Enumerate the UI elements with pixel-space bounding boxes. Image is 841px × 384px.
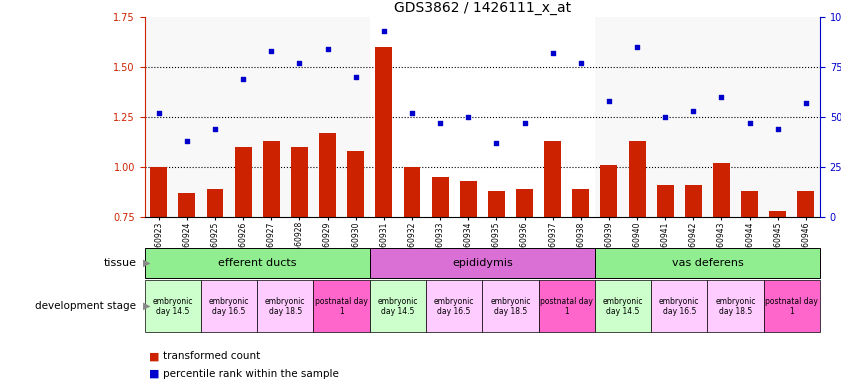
Bar (151, 167, 167, 367)
Point (293, 60, 306, 66)
Bar (431, 177, 448, 367)
Point (236, 76, 250, 82)
Bar (145, 17, 370, 217)
Bar (404, 167, 420, 367)
Text: embryonic
day 18.5: embryonic day 18.5 (490, 296, 531, 316)
Text: postnatal day
1: postnatal day 1 (540, 296, 593, 316)
FancyBboxPatch shape (707, 280, 764, 332)
FancyBboxPatch shape (370, 280, 426, 332)
Bar (741, 191, 758, 367)
Text: embryonic
day 14.5: embryonic day 14.5 (603, 296, 643, 316)
Text: embryonic
day 18.5: embryonic day 18.5 (716, 296, 756, 316)
Bar (573, 189, 590, 367)
Bar (657, 185, 674, 367)
FancyBboxPatch shape (314, 280, 370, 332)
Point (405, 110, 419, 116)
Point (180, 138, 193, 144)
FancyBboxPatch shape (764, 280, 820, 332)
FancyBboxPatch shape (145, 248, 370, 278)
Point (320, 46, 334, 52)
Bar (770, 211, 786, 367)
Bar (516, 189, 533, 367)
Point (265, 48, 278, 54)
Point (743, 120, 756, 126)
FancyBboxPatch shape (426, 280, 482, 332)
Point (659, 114, 672, 120)
Point (377, 28, 390, 34)
Bar (460, 181, 477, 367)
Point (546, 50, 559, 56)
Text: ▶: ▶ (143, 301, 151, 311)
Bar (235, 147, 251, 367)
Text: embryonic
day 14.5: embryonic day 14.5 (378, 296, 418, 316)
Bar (370, 17, 595, 217)
Bar (797, 191, 814, 367)
Point (715, 94, 728, 100)
Point (686, 108, 700, 114)
FancyBboxPatch shape (482, 280, 538, 332)
Bar (628, 141, 646, 367)
Point (602, 98, 616, 104)
FancyBboxPatch shape (595, 280, 651, 332)
Point (209, 126, 222, 132)
FancyBboxPatch shape (595, 248, 820, 278)
Text: embryonic
day 16.5: embryonic day 16.5 (659, 296, 700, 316)
Point (462, 114, 475, 120)
Point (771, 126, 785, 132)
Point (518, 120, 532, 126)
Text: percentile rank within the sample: percentile rank within the sample (163, 369, 339, 379)
Bar (600, 165, 617, 367)
Bar (713, 163, 730, 367)
FancyBboxPatch shape (370, 248, 595, 278)
Bar (178, 193, 195, 367)
FancyBboxPatch shape (538, 280, 595, 332)
Point (799, 100, 812, 106)
Text: embryonic
day 16.5: embryonic day 16.5 (434, 296, 474, 316)
Bar (291, 147, 308, 367)
Text: ▶: ▶ (143, 258, 151, 268)
FancyBboxPatch shape (257, 280, 314, 332)
Text: embryonic
day 16.5: embryonic day 16.5 (209, 296, 249, 316)
Text: ■: ■ (149, 369, 159, 379)
Point (433, 120, 447, 126)
Point (489, 140, 503, 146)
Bar (488, 191, 505, 367)
Point (349, 74, 362, 80)
Bar (207, 189, 224, 367)
Text: postnatal day
1: postnatal day 1 (765, 296, 818, 316)
Point (574, 60, 588, 66)
Text: embryonic
day 14.5: embryonic day 14.5 (152, 296, 193, 316)
Bar (319, 133, 336, 367)
FancyBboxPatch shape (651, 280, 707, 332)
Text: epididymis: epididymis (452, 258, 513, 268)
Bar (595, 17, 820, 217)
FancyBboxPatch shape (201, 280, 257, 332)
Bar (375, 47, 392, 367)
FancyBboxPatch shape (145, 280, 201, 332)
Text: tissue: tissue (103, 258, 136, 268)
Text: ■: ■ (149, 351, 159, 361)
Bar (544, 141, 561, 367)
Text: development stage: development stage (35, 301, 136, 311)
Point (631, 44, 644, 50)
Text: vas deferens: vas deferens (672, 258, 743, 268)
Point (152, 110, 166, 116)
Bar (685, 185, 701, 367)
Text: postnatal day
1: postnatal day 1 (315, 296, 368, 316)
Text: transformed count: transformed count (163, 351, 261, 361)
Bar (263, 141, 280, 367)
Title: GDS3862 / 1426111_x_at: GDS3862 / 1426111_x_at (394, 1, 571, 15)
Bar (347, 151, 364, 367)
Text: efferent ducts: efferent ducts (218, 258, 297, 268)
Text: embryonic
day 18.5: embryonic day 18.5 (265, 296, 305, 316)
